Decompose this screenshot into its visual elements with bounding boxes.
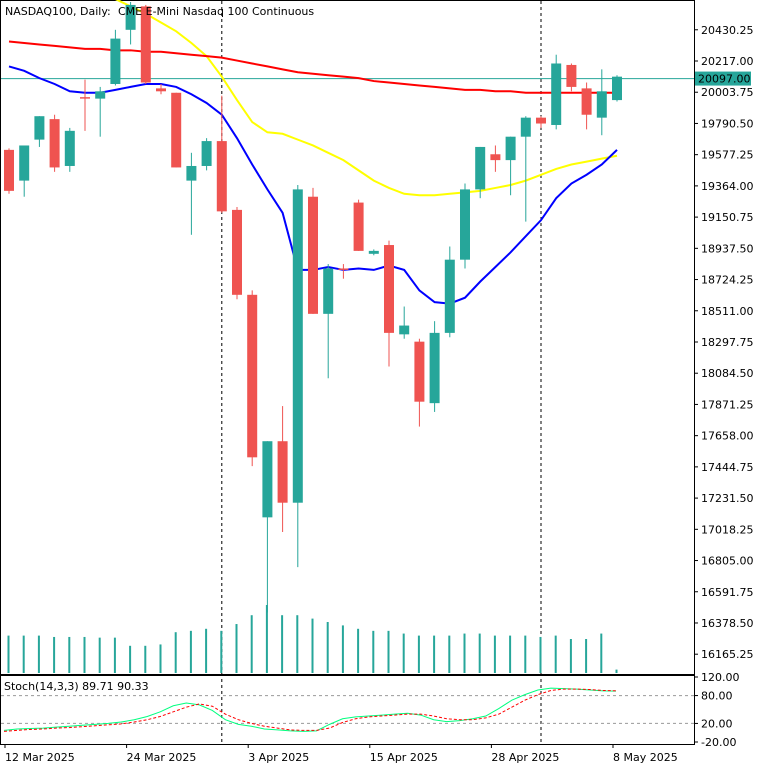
current-price-tag: [695, 71, 751, 86]
candle-bear[interactable]: [4, 149, 14, 191]
time-tick-label: 8 May 2025: [613, 751, 678, 764]
price-tick-label: 18937.50: [701, 242, 754, 255]
price-tick-label: 18297.75: [701, 336, 754, 349]
stoch-tick-label: 80.00: [701, 690, 733, 703]
price-tick-label: 17018.25: [701, 523, 754, 536]
time-tick-label: 12 Mar 2025: [5, 751, 75, 764]
ma-red-line: [8, 40, 617, 94]
candle-bull[interactable]: [125, 4, 136, 30]
stoch-signal-line: [3, 688, 617, 732]
stoch-axis: 120.00 80.00 20.00 -20.00: [694, 671, 740, 749]
stoch-signal: 90.33: [114, 680, 149, 693]
candle-bull[interactable]: [110, 38, 121, 84]
price-tick-label: 19790.50: [701, 117, 754, 130]
candle-bull[interactable]: [429, 332, 440, 404]
price-tick-label: 17231.50: [701, 492, 754, 505]
candle-bull[interactable]: [323, 268, 334, 314]
price-tick-label: 19364.00: [701, 180, 754, 193]
candle-bull[interactable]: [19, 145, 30, 181]
candle-bear[interactable]: [140, 6, 151, 83]
candle-bear[interactable]: [247, 294, 258, 458]
time-tick-label: 28 Apr 2025: [491, 751, 559, 764]
candle-bull[interactable]: [612, 76, 622, 101]
candle-bull[interactable]: [262, 441, 273, 518]
candle-bear[interactable]: [308, 196, 318, 314]
candle-bear[interactable]: [490, 154, 501, 161]
candle-bull[interactable]: [460, 189, 470, 260]
price-tick-label: 18724.25: [701, 274, 754, 287]
price-tick-label: 20003.75: [701, 86, 754, 99]
price-tick-label: 16378.50: [701, 617, 754, 630]
candle-bear[interactable]: [536, 117, 546, 124]
candle-bull[interactable]: [368, 250, 379, 254]
candle-bear[interactable]: [338, 268, 349, 270]
candle-bull[interactable]: [596, 91, 607, 118]
candle-bear[interactable]: [80, 97, 90, 99]
stoch-main-line: [3, 687, 617, 732]
candle-bear[interactable]: [156, 88, 166, 92]
price-tick-label: 16805.00: [701, 555, 754, 568]
price-tick-label: 17658.00: [701, 430, 754, 443]
price-tick-label: 19150.75: [701, 211, 754, 224]
candle-bull[interactable]: [551, 63, 562, 125]
candle-bull[interactable]: [399, 325, 410, 335]
candle-bull[interactable]: [292, 189, 303, 503]
price-tick-label: 16165.25: [701, 648, 754, 661]
main-panel-frame: [0, 0, 695, 675]
candle-bear[interactable]: [232, 209, 242, 295]
candle-bear[interactable]: [414, 341, 425, 402]
current-price-label: 20097.00: [698, 73, 751, 86]
stoch-name: Stoch(14,3,3): [4, 680, 79, 693]
candle-bear[interactable]: [581, 88, 592, 115]
price-tick-label: 20217.00: [701, 55, 754, 68]
symbol-label: NASDAQ100, Daily:: [5, 5, 111, 18]
price-axis: 20430.25 20217.00 20003.75 19790.50 19577.25…: [694, 24, 754, 661]
price-tick-label: 19577.25: [701, 149, 754, 162]
time-axis: 12 Mar 2025 24 Mar 2025 3 Apr 2025 15 Apr 2…: [4, 744, 678, 764]
price-tick-label: 17444.75: [701, 461, 754, 474]
candle-bear[interactable]: [353, 202, 364, 251]
stoch-tick-label: 120.00: [701, 671, 740, 684]
candle-bear[interactable]: [216, 141, 227, 212]
price-tick-label: 18511.00: [701, 305, 754, 318]
candle-bear[interactable]: [384, 245, 394, 333]
price-tick-label: 18084.50: [701, 367, 754, 380]
stoch-tick-label: -20.00: [701, 736, 736, 749]
candle-bull[interactable]: [34, 116, 45, 140]
stoch-label: Stoch(14,3,3) 89.71 90.33: [4, 680, 149, 693]
volume-bars: [7, 605, 618, 673]
candle-bear[interactable]: [277, 441, 288, 503]
candle-bull[interactable]: [186, 165, 197, 181]
candle-bull[interactable]: [444, 259, 455, 333]
candle-bull[interactable]: [475, 146, 486, 190]
time-tick-label: 3 Apr 2025: [248, 751, 309, 764]
stoch-main: 89.71: [79, 680, 114, 693]
instrument-description: CME E-Mini Nasdaq 100 Continuous: [118, 5, 314, 18]
candle-bull[interactable]: [95, 91, 106, 99]
candle-bull[interactable]: [201, 141, 212, 166]
time-tick-label: 15 Apr 2025: [370, 751, 438, 764]
candle-bear[interactable]: [171, 92, 182, 168]
price-tick-label: 17871.25: [701, 398, 754, 411]
stoch-tick-label: 20.00: [701, 717, 733, 730]
candle-bull[interactable]: [520, 117, 531, 137]
price-tick-label: 16591.75: [701, 586, 754, 599]
candles: [4, 2, 622, 613]
stoch-panel-frame: [0, 675, 695, 745]
candle-bear[interactable]: [49, 119, 60, 168]
price-tick-label: 20430.25: [701, 24, 754, 37]
candle-bear[interactable]: [566, 64, 577, 87]
time-tick-label: 24 Mar 2025: [127, 751, 197, 764]
candle-bull[interactable]: [505, 136, 516, 161]
ma-yellow-line: [115, 0, 618, 197]
candle-bull[interactable]: [64, 130, 75, 166]
